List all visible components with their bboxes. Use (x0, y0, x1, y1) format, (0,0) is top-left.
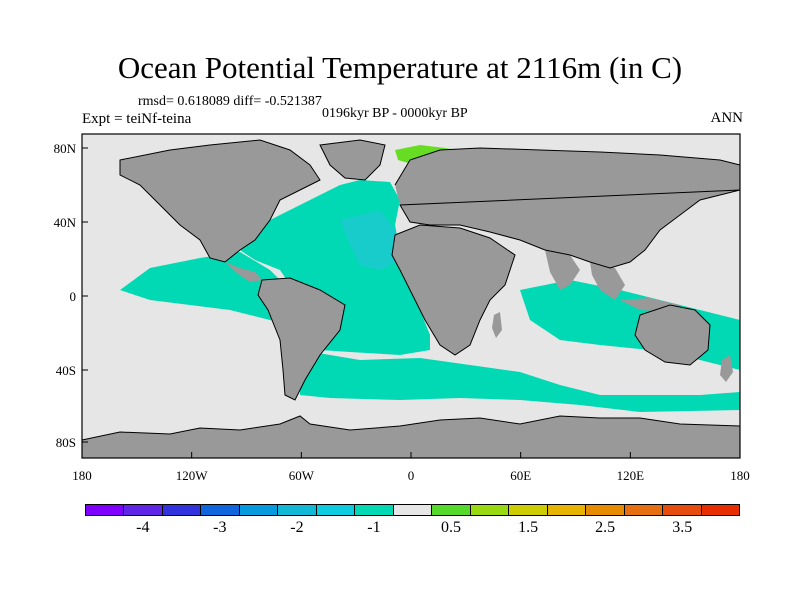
central-america-land (225, 262, 262, 282)
lon-tick-label: 120E (617, 468, 645, 483)
lon-tick-label: 60E (510, 468, 531, 483)
colorbar-swatch (86, 505, 125, 515)
lat-tick-label: 80S (56, 435, 76, 450)
lon-tick-label: 0 (408, 468, 415, 483)
colorbar-swatch (663, 505, 702, 515)
colorbar-swatch (278, 505, 317, 515)
madagascar-land (492, 312, 502, 338)
new-zealand-land (720, 355, 733, 382)
colorbar-swatch (470, 505, 510, 515)
colorbar-label: 0.5 (441, 519, 462, 536)
colorbar-swatch (124, 505, 163, 515)
colorbar-swatch (701, 505, 739, 515)
colorbar-label: -3 (213, 519, 227, 536)
colorbar-swatch (586, 505, 625, 515)
colorbar-label: -4 (136, 519, 150, 536)
africa-land (392, 225, 515, 355)
colorbar-swatch (509, 505, 548, 515)
stats-line: rmsd= 0.618089 diff= -0.521387 (138, 94, 322, 109)
lat-tick-label: 40S (56, 363, 76, 378)
map-title: Ocean Potential Temperature at 2116m (in… (117, 50, 683, 85)
indonesia-land (620, 298, 680, 312)
india-land (545, 250, 580, 290)
colorbar-swatch (355, 505, 394, 515)
colorbar-label: 2.5 (595, 519, 616, 536)
colorbar-swatch (393, 505, 433, 515)
lat-tick-label: 80N (54, 141, 77, 156)
australia-land (635, 305, 710, 365)
colorbar-swatch (162, 505, 202, 515)
colorbar-label: 1.5 (518, 519, 539, 536)
longitude-axis: 180 120W 60W 0 60E 120E 180 (72, 452, 750, 483)
latitude-axis: 80N 40N 0 40S 80S (54, 141, 88, 450)
lon-tick-label: 60W (289, 468, 315, 483)
colorbar-swatch (547, 505, 587, 515)
lon-tick-label: 180 (730, 468, 750, 483)
colorbar-label: -1 (367, 519, 381, 536)
colorbar-swatch (432, 505, 471, 515)
colorbar-label: 3.5 (672, 519, 693, 536)
colorbar-swatch (201, 505, 240, 515)
lon-tick-label: 180 (72, 468, 92, 483)
north-atlantic-deep (340, 210, 400, 270)
period-label: 0196kyr BP - 0000kyr BP (322, 106, 468, 121)
experiment-label: Expt = teiNf-teina (82, 111, 192, 127)
southeast-asia-land (590, 262, 625, 300)
coastlines (81, 139, 741, 441)
southern-ocean-anomaly (300, 350, 740, 412)
lat-tick-label: 40N (54, 215, 77, 230)
pacific-equatorial-anomaly (120, 252, 310, 330)
colorbar (85, 504, 740, 516)
season-label: ANN (710, 110, 744, 126)
antarctica-land (82, 416, 740, 458)
colorbar-swatch (239, 505, 279, 515)
south-america-land (258, 278, 345, 400)
colorbar-swatch (316, 505, 356, 515)
north-america-land (120, 140, 320, 262)
colorbar-swatch (624, 505, 664, 515)
colorbar-label: -2 (290, 519, 304, 536)
lat-tick-label: 0 (70, 289, 77, 304)
lon-tick-label: 120W (176, 468, 209, 483)
